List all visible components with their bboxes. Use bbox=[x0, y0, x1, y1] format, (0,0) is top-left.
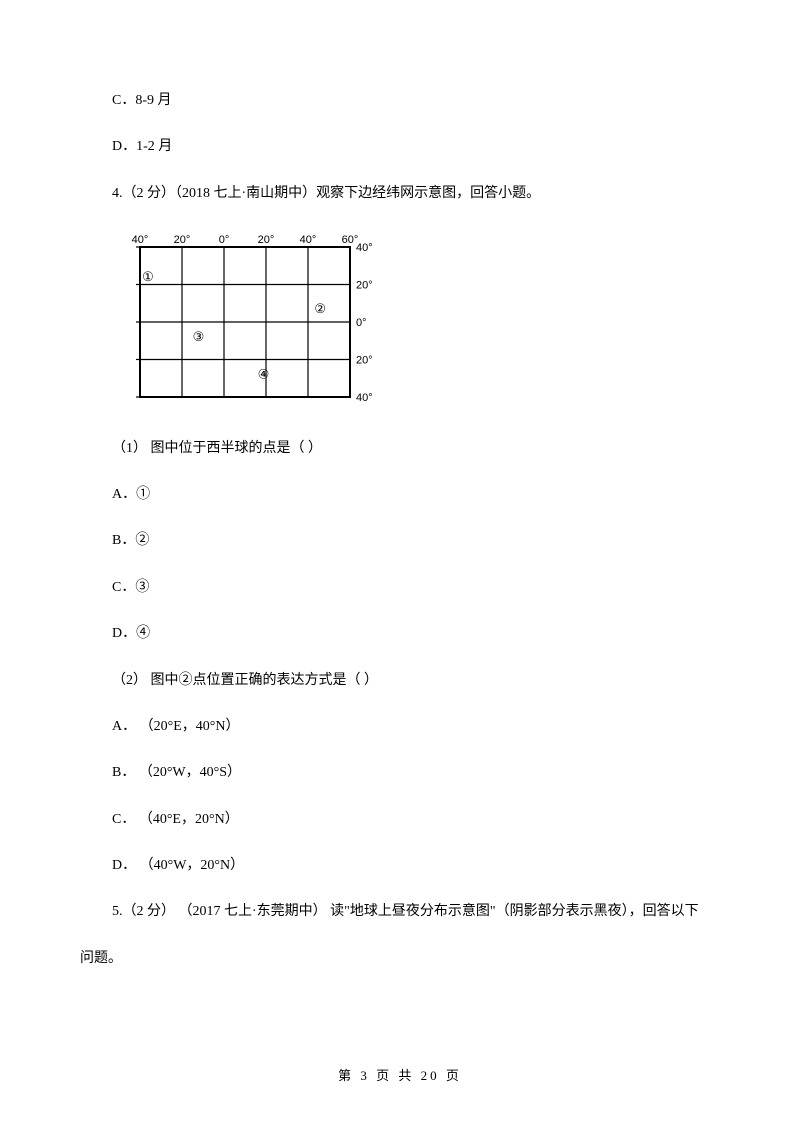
coordinate-grid-svg: 40°20°0°20°40°60°40°20°0°20°40°①②③④ bbox=[112, 229, 386, 411]
option-2d: D． （40°W，20°N） bbox=[80, 855, 720, 877]
sub-question-1: （1） 图中位于西半球的点是（ ） bbox=[80, 438, 720, 460]
svg-text:40°: 40° bbox=[356, 392, 373, 404]
option-d: D．1-2 月 bbox=[80, 136, 720, 158]
option-2a: A． （20°E，40°N） bbox=[80, 716, 720, 738]
question-5-line2: 问题。 bbox=[80, 948, 720, 970]
svg-text:20°: 20° bbox=[258, 234, 275, 246]
page-footer: 第 3 页 共 20 页 bbox=[0, 1066, 800, 1087]
option-c: C．8-9 月 bbox=[80, 90, 720, 112]
svg-text:40°: 40° bbox=[356, 242, 373, 254]
svg-text:0°: 0° bbox=[219, 234, 230, 246]
option-1b: B．② bbox=[80, 530, 720, 552]
svg-text:40°: 40° bbox=[300, 234, 317, 246]
svg-text:20°: 20° bbox=[356, 355, 373, 367]
svg-text:②: ② bbox=[314, 301, 326, 316]
option-2b: B． （20°W，40°S） bbox=[80, 762, 720, 784]
sub-question-2: （2） 图中②点位置正确的表达方式是（ ） bbox=[80, 670, 720, 692]
option-2c: C． （40°E，20°N） bbox=[80, 809, 720, 831]
svg-text:0°: 0° bbox=[356, 317, 367, 329]
svg-text:20°: 20° bbox=[356, 280, 373, 292]
svg-text:20°: 20° bbox=[174, 234, 191, 246]
svg-text:①: ① bbox=[142, 269, 154, 284]
svg-text:③: ③ bbox=[193, 329, 205, 344]
question-5-line1: 5.（2 分） （2017 七上·东莞期中） 读"地球上昼夜分布示意图"（阴影部… bbox=[80, 901, 720, 923]
option-1c: C．③ bbox=[80, 577, 720, 599]
svg-text:④: ④ bbox=[258, 367, 270, 382]
grid-diagram: 40°20°0°20°40°60°40°20°0°20°40°①②③④ bbox=[112, 229, 720, 419]
question-4: 4.（2 分）（2018 七上·南山期中）观察下边经纬网示意图，回答小题。 bbox=[80, 183, 720, 205]
svg-text:40°: 40° bbox=[132, 234, 149, 246]
option-1a: A．① bbox=[80, 484, 720, 506]
option-1d: D．④ bbox=[80, 623, 720, 645]
